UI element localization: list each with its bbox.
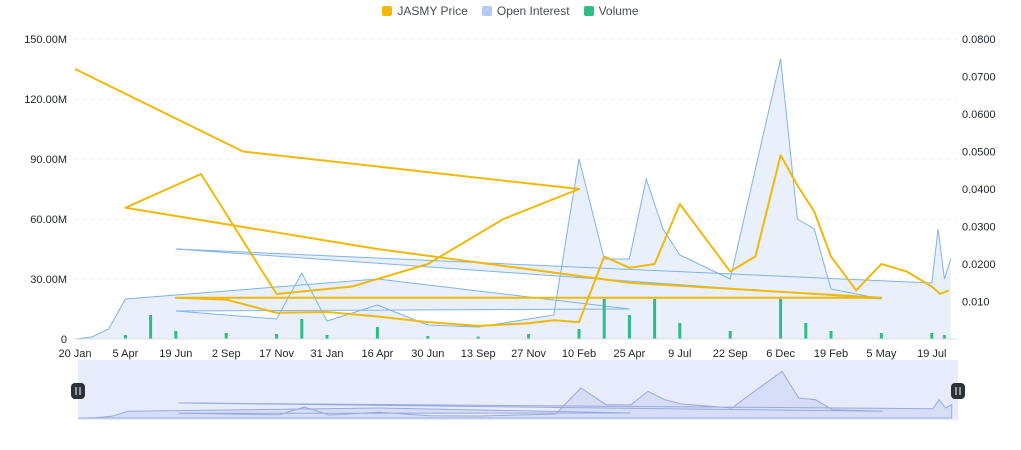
y-right-tick-label: 0.0700 <box>962 72 996 84</box>
legend-item-price[interactable]: JASMY Price <box>382 4 468 18</box>
volume-bar <box>804 323 808 339</box>
y-axis-left: 0 30.00M 60.00M 90.00M 120.00M 150.00M <box>24 34 67 346</box>
x-tick-label: 13 Sep <box>461 348 496 360</box>
volume-bar <box>426 336 430 339</box>
y-left-tick-label: 30.00M <box>30 274 67 286</box>
y-right-tick-label: 0.0200 <box>962 259 996 271</box>
volume-bar <box>476 336 480 339</box>
legend-swatch-volume <box>583 6 594 16</box>
x-tick-label: 20 Jan <box>58 348 91 360</box>
x-tick-label: 22 Sep <box>713 348 748 360</box>
range-navigator[interactable] <box>71 360 965 420</box>
x-tick-label: 25 Apr <box>613 348 645 360</box>
y-axis-right: 0.010 0.0200 0.0300 0.0400 0.0500 0.0600 0.070… <box>962 34 996 309</box>
y-left-tick-label: 0 <box>61 334 67 346</box>
volume-bar <box>275 334 279 339</box>
volume-bar <box>627 315 631 339</box>
volume-bar <box>879 333 883 339</box>
y-right-tick-label: 0.0400 <box>962 184 996 196</box>
volume-bar <box>123 335 127 339</box>
navigator-right-handle[interactable] <box>951 383 965 399</box>
x-tick-label: 2 Sep <box>212 348 241 360</box>
volume-bar <box>728 331 732 339</box>
price-line <box>74 68 950 327</box>
navigator-left-handle[interactable] <box>71 383 85 399</box>
x-tick-label: 5 May <box>866 348 896 360</box>
open-interest-series <box>74 58 952 340</box>
x-tick-label: 27 Nov <box>511 348 546 360</box>
x-tick-label: 31 Jan <box>310 348 343 360</box>
volume-bar <box>602 299 606 339</box>
legend-label-open-interest: Open Interest <box>496 4 570 18</box>
volume-bar <box>577 329 581 339</box>
volume-bar <box>224 333 228 339</box>
x-tick-label: 19 Jul <box>917 348 946 360</box>
y-right-tick-label: 0.0800 <box>962 34 996 46</box>
volume-series <box>123 299 946 339</box>
volume-bar <box>325 335 329 339</box>
volume-bar <box>174 331 178 339</box>
x-tick-label: 5 Apr <box>113 348 139 360</box>
pause-icon <box>75 387 81 395</box>
x-axis: 20 Jan 5 Apr 19 Jun 2 Sep 17 Nov 31 Jan 16 Apr… <box>58 338 957 360</box>
legend-item-open-interest[interactable]: Open Interest <box>481 4 570 18</box>
volume-bar <box>930 333 934 339</box>
x-tick-label: 16 Apr <box>361 348 393 360</box>
y-right-tick-label: 0.0600 <box>962 109 996 121</box>
y-left-tick-label: 120.00M <box>24 94 67 106</box>
y-left-tick-label: 60.00M <box>30 214 67 226</box>
x-tick-label: 19 Feb <box>814 348 848 360</box>
volume-bar <box>942 335 946 339</box>
open-interest-line <box>74 58 952 340</box>
pause-icon <box>955 387 961 395</box>
open-interest-area <box>75 59 951 339</box>
legend-label-price: JASMY Price <box>397 4 468 18</box>
y-right-tick-label: 0.0300 <box>962 222 996 234</box>
x-tick-label: 19 Jun <box>159 348 192 360</box>
legend-item-volume[interactable]: Volume <box>583 4 639 18</box>
volume-bar <box>149 315 153 339</box>
chart-legend: JASMY Price Open Interest Volume <box>0 4 1021 18</box>
volume-bar <box>678 323 682 339</box>
x-tick-label: 30 Jun <box>411 348 444 360</box>
legend-label-volume: Volume <box>598 4 639 18</box>
y-left-tick-label: 90.00M <box>30 154 67 166</box>
volume-bar <box>375 327 379 339</box>
navigator-preview-line <box>77 370 953 419</box>
volume-bar <box>300 319 304 339</box>
x-tick-label: 9 Jul <box>668 348 691 360</box>
y-right-tick-label: 0.010 <box>962 297 990 309</box>
volume-bar <box>829 331 833 339</box>
x-tick-label: 10 Feb <box>562 348 596 360</box>
volume-bar <box>653 299 657 339</box>
y-right-tick-label: 0.0500 <box>962 147 996 159</box>
legend-swatch-price <box>382 6 393 16</box>
volume-bar <box>779 299 783 339</box>
legend-swatch-open-interest <box>481 6 492 16</box>
x-tick-label: 17 Nov <box>259 348 294 360</box>
volume-bar <box>527 334 531 339</box>
x-tick-label: 6 Dec <box>766 348 795 360</box>
y-left-tick-label: 150.00M <box>24 34 67 46</box>
price-series <box>74 68 950 327</box>
